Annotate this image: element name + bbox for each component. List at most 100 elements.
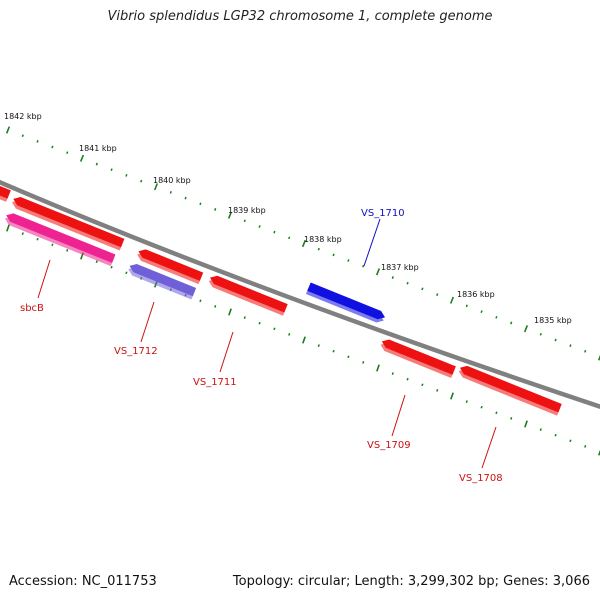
scale-tick	[450, 392, 454, 400]
scale-tick	[5, 126, 11, 134]
scale-tick	[184, 196, 187, 200]
scale-tick	[569, 439, 572, 443]
scale-tick	[465, 400, 468, 403]
scale-tick	[302, 336, 306, 344]
scale-tick	[375, 268, 381, 276]
genome-stats-text: Topology: circular; Length: 3,299,302 bp…	[232, 574, 590, 589]
scale-tick	[597, 354, 600, 361]
scale-tick	[317, 247, 320, 251]
scale-tick	[110, 265, 113, 269]
scale-tick	[110, 168, 113, 172]
scale-tick	[465, 304, 468, 308]
scale-tick	[436, 293, 439, 296]
scale-tick	[569, 344, 572, 348]
leader-line	[37, 259, 51, 299]
kbp-label: 1838 kbp	[304, 235, 342, 244]
scale-tick	[376, 364, 380, 372]
gene-label-vs-1708: VS_1708	[459, 473, 503, 484]
gene-label-vs-1710: VS_1710	[361, 208, 405, 219]
gene-vs-1709[interactable]	[379, 337, 456, 379]
gene-feature[interactable]	[10, 195, 125, 251]
scale-tick	[288, 236, 291, 240]
scale-tick	[228, 308, 232, 316]
scale-tick	[243, 219, 246, 223]
scale-tick	[153, 183, 159, 191]
scale-tick	[51, 243, 54, 247]
scale-tick	[421, 383, 424, 387]
scale-tick	[21, 232, 24, 235]
scale-tick	[258, 321, 261, 325]
scale-tick	[554, 338, 557, 342]
scale-tick	[243, 316, 246, 319]
accession-text: Accession: NC_011753	[9, 574, 157, 589]
scale-tick	[273, 327, 276, 331]
kbp-label: 1839 kbp	[228, 206, 266, 215]
scale-tick	[523, 325, 529, 333]
scale-tick	[524, 420, 528, 428]
leader-line	[391, 394, 406, 437]
scale-tick	[480, 405, 483, 409]
gene-sbcb[interactable]	[3, 211, 116, 267]
inner-scale-ticks	[6, 224, 600, 456]
scale-tick	[554, 433, 557, 437]
scale-tick	[362, 264, 365, 268]
gene-feature[interactable]	[135, 247, 204, 285]
scale-tick	[36, 237, 39, 241]
scale-tick	[6, 224, 10, 232]
gene-feature[interactable]	[0, 181, 11, 202]
leader-line	[219, 331, 234, 373]
scale-tick	[391, 276, 394, 279]
scale-tick	[510, 321, 513, 325]
scale-tick	[301, 239, 307, 248]
scale-tick	[21, 134, 24, 138]
scale-tick	[347, 259, 350, 262]
scale-tick	[199, 299, 202, 303]
gene-label-vs-1711: VS_1711	[193, 377, 237, 388]
gene-features	[0, 181, 562, 416]
scale-tick	[510, 417, 513, 420]
scale-tick	[79, 154, 85, 162]
scale-tick	[584, 349, 587, 353]
leader-line	[363, 218, 381, 267]
scale-tick	[125, 174, 128, 177]
scale-tick	[347, 355, 350, 359]
scale-tick	[332, 349, 335, 353]
kbp-label: 1836 kbp	[457, 290, 495, 299]
scale-tick	[539, 332, 542, 336]
scale-tick	[495, 315, 498, 319]
gene-vs-1708[interactable]	[457, 364, 562, 416]
scale-tick	[227, 211, 233, 219]
gene-vs-1712[interactable]	[127, 262, 197, 300]
scale-tick	[480, 310, 483, 313]
scale-tick	[95, 162, 98, 166]
scale-tick	[66, 151, 69, 155]
scale-tick	[214, 208, 217, 211]
scale-tick	[598, 449, 600, 456]
gene-label-sbcb: sbcB	[20, 303, 44, 314]
scale-tick	[317, 344, 320, 347]
leader-line	[481, 426, 497, 469]
label-leaders	[37, 218, 497, 469]
scale-tick	[66, 249, 69, 252]
scale-tick	[140, 179, 143, 183]
scale-tick	[273, 230, 276, 234]
scale-tick	[584, 445, 587, 448]
kbp-label: 1837 kbp	[381, 263, 419, 272]
gene-labels: sbcB VS_1712 VS_1711 VS_1710 VS_1709 VS_…	[20, 208, 503, 484]
outer-scale-ticks	[5, 126, 600, 361]
leader-line	[140, 301, 155, 343]
scale-tick	[436, 389, 439, 392]
gene-vs-1711[interactable]	[207, 273, 288, 316]
kbp-label: 1841 kbp	[79, 144, 117, 153]
gene-vs-1710[interactable]	[305, 282, 387, 324]
kbp-scale-labels: 1842 kbp 1841 kbp 1840 kbp 1839 kbp 1838…	[4, 112, 572, 325]
scale-tick	[362, 361, 365, 364]
scale-tick	[125, 271, 128, 275]
scale-tick	[495, 411, 498, 415]
scale-tick	[406, 281, 409, 285]
gene-label-vs-1709: VS_1709	[367, 440, 411, 451]
kbp-label: 1840 kbp	[153, 176, 191, 185]
scale-tick	[36, 139, 39, 143]
scale-tick	[169, 191, 172, 194]
